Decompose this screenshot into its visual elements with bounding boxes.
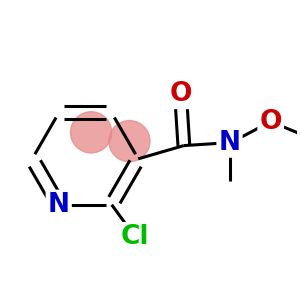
Text: N: N: [48, 192, 70, 218]
Circle shape: [70, 112, 112, 153]
Text: O: O: [260, 109, 282, 135]
Text: Cl: Cl: [121, 224, 149, 250]
Text: O: O: [170, 81, 192, 107]
Text: N: N: [218, 130, 241, 156]
Circle shape: [109, 121, 150, 162]
